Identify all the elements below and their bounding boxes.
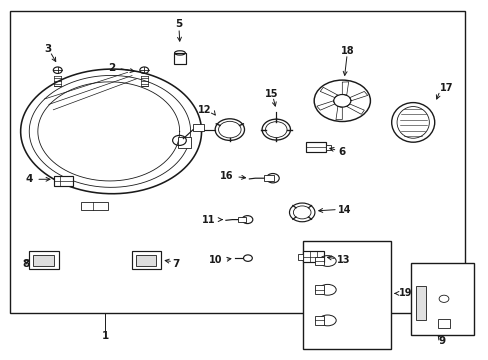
Bar bbox=[29, 251, 59, 269]
Bar bbox=[415, 286, 426, 320]
Bar bbox=[315, 285, 324, 294]
Bar bbox=[193, 124, 203, 131]
Bar bbox=[132, 251, 161, 269]
Text: 6: 6 bbox=[338, 147, 345, 157]
Text: 13: 13 bbox=[337, 255, 350, 265]
Text: 16: 16 bbox=[220, 171, 233, 181]
Text: 14: 14 bbox=[338, 204, 351, 215]
Bar bbox=[315, 257, 324, 265]
Bar bbox=[54, 176, 73, 186]
Bar bbox=[303, 241, 390, 349]
Text: 17: 17 bbox=[439, 83, 453, 93]
Bar bbox=[178, 137, 190, 148]
Bar bbox=[10, 11, 464, 313]
Bar bbox=[305, 142, 325, 152]
Text: 19: 19 bbox=[398, 288, 412, 298]
Text: 9: 9 bbox=[438, 336, 445, 346]
Bar bbox=[33, 255, 54, 266]
Text: 5: 5 bbox=[175, 19, 182, 30]
Bar bbox=[410, 263, 473, 335]
Text: 12: 12 bbox=[197, 105, 211, 115]
Bar bbox=[264, 175, 273, 181]
Text: 7: 7 bbox=[172, 258, 179, 269]
Text: 1: 1 bbox=[102, 330, 108, 341]
Bar bbox=[303, 251, 323, 262]
Bar bbox=[136, 255, 156, 266]
Bar bbox=[174, 53, 185, 64]
Bar bbox=[238, 217, 245, 222]
Text: 8: 8 bbox=[22, 258, 29, 269]
Bar bbox=[298, 254, 303, 260]
Bar bbox=[81, 202, 107, 210]
Text: 10: 10 bbox=[208, 255, 222, 265]
Text: 2: 2 bbox=[108, 63, 115, 73]
Bar bbox=[325, 145, 330, 150]
Text: 4: 4 bbox=[26, 174, 33, 184]
Bar bbox=[437, 319, 449, 328]
Text: 18: 18 bbox=[341, 46, 354, 56]
Text: 3: 3 bbox=[44, 44, 51, 54]
Bar bbox=[315, 316, 324, 325]
Text: 15: 15 bbox=[264, 89, 278, 99]
Text: 11: 11 bbox=[201, 215, 215, 225]
